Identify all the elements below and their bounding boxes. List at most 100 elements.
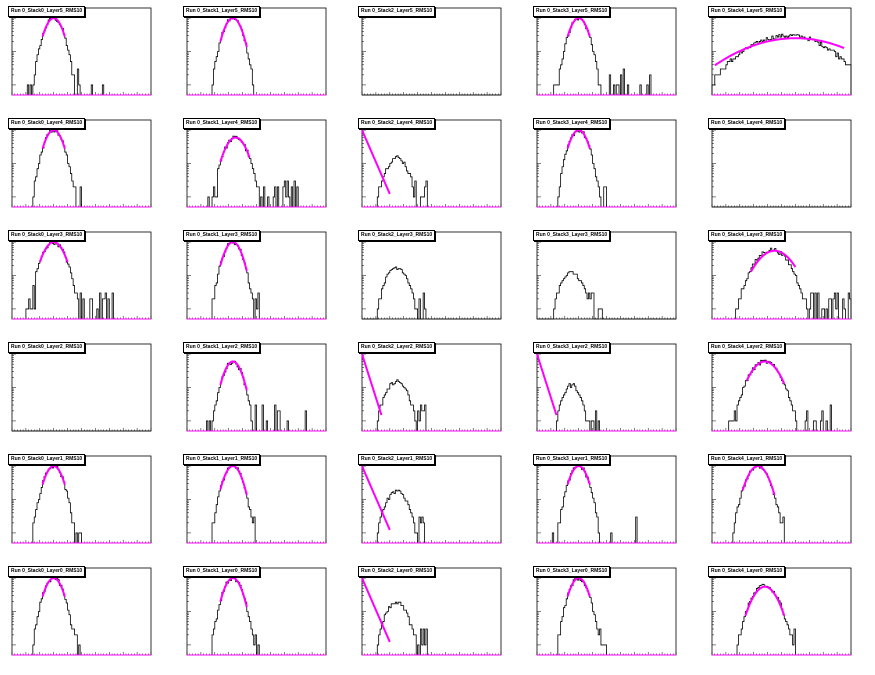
histogram-pad-s4l3: Run 0_Stack4_Layer3_RMS10 — [700, 224, 875, 336]
fit-curve — [536, 353, 558, 416]
histogram-title: Run 0_Stack0_Layer1_RMS10 — [8, 454, 86, 465]
histogram-pad-s4l4: Run 0_Stack4_Layer4_RMS10 — [700, 112, 875, 224]
fit-curve — [714, 37, 845, 67]
histogram-title: Run 0_Stack2_Layer2_RMS10 — [358, 342, 436, 353]
histogram-svg-s2l3 — [361, 231, 502, 320]
fit-curve — [219, 17, 248, 48]
histogram-pad-s1l2: Run 0_Stack1_Layer2_RMS10 — [175, 336, 350, 448]
histogram-title: Run 0_Stack4_Layer4_RMS10 — [708, 118, 786, 129]
histogram-svg-s4l4 — [711, 119, 852, 208]
histogram-svg-s0l1 — [11, 455, 152, 544]
histogram-svg-s3l0 — [536, 567, 677, 656]
fit-curve — [566, 17, 591, 37]
histogram-svg-s0l4 — [11, 119, 152, 208]
histogram-svg-s1l1 — [186, 455, 327, 544]
histogram-svg-s1l3 — [186, 231, 327, 320]
histogram-pad-s1l0: Run 0_Stack1_Layer0_RMS10 — [175, 560, 350, 672]
plot-frame — [361, 343, 502, 432]
histogram-title: Run 0_Stack3_Layer3_RMS10 — [533, 230, 611, 241]
histogram-bars — [711, 33, 852, 95]
histogram-pad-s2l0: Run 0_Stack2_Layer0_RMS10 — [350, 560, 525, 672]
histogram-bars — [537, 271, 676, 320]
fit-curve — [745, 360, 786, 385]
histogram-svg-s0l0 — [11, 567, 152, 656]
histogram-title: Run 0_Stack2_Layer1_RMS10 — [358, 454, 436, 465]
histogram-svg-s2l2 — [361, 343, 502, 432]
histogram-svg-s0l3 — [11, 231, 152, 320]
fit-curve — [361, 577, 391, 643]
histogram-pad-s2l4: Run 0_Stack2_Layer4_RMS10 — [350, 112, 525, 224]
histogram-svg-s4l1 — [711, 455, 852, 544]
histogram-pad-s3l4: Run 0_Stack3_Layer4_RMS10 — [525, 112, 700, 224]
plot-frame — [361, 567, 502, 656]
histogram-pad-s2l5: Run 0_Stack2_Layer5_RMS10 — [350, 0, 525, 112]
fit-curve — [750, 249, 797, 273]
fit-curve — [361, 353, 383, 416]
histogram-pad-s0l4: Run 0_Stack0_Layer4_RMS10 — [0, 112, 175, 224]
histogram-pad-s4l1: Run 0_Stack4_Layer1_RMS10 — [700, 448, 875, 560]
histogram-pad-s3l3: Run 0_Stack3_Layer3_RMS10 — [525, 224, 700, 336]
fit-curve — [38, 241, 69, 263]
histogram-svg-s2l4 — [361, 119, 502, 208]
histogram-svg-s1l5 — [186, 7, 327, 96]
histogram-pad-s0l0: Run 0_Stack0_Layer0_RMS10 — [0, 560, 175, 672]
plot-frame — [361, 231, 502, 320]
histogram-svg-s2l5 — [361, 7, 502, 96]
histogram-pad-s0l2: Run 0_Stack0_Layer2_RMS10 — [0, 336, 175, 448]
histogram-pad-s2l3: Run 0_Stack2_Layer3_RMS10 — [350, 224, 525, 336]
fit-curve — [41, 129, 66, 149]
histogram-bars — [537, 16, 676, 96]
histogram-svg-s4l3 — [711, 231, 852, 320]
histogram-svg-s3l1 — [536, 455, 677, 544]
histogram-title: Run 0_Stack0_Layer4_RMS10 — [8, 118, 86, 129]
histogram-title: Run 0_Stack1_Layer0_RMS10 — [183, 566, 261, 577]
fit-curve — [219, 136, 251, 163]
plot-frame — [186, 119, 327, 208]
histogram-title: Run 0_Stack2_Layer3_RMS10 — [358, 230, 436, 241]
histogram-title: Run 0_Stack0_Layer2_RMS10 — [8, 342, 86, 353]
plot-frame — [361, 7, 502, 96]
histogram-title: Run 0_Stack4_Layer5_RMS10 — [708, 6, 786, 17]
histogram-title: Run 0_Stack1_Layer5_RMS10 — [183, 6, 261, 17]
fit-curve — [219, 577, 248, 608]
fit-curve — [744, 585, 786, 617]
plot-frame — [11, 343, 152, 432]
histogram-svg-s2l1 — [361, 455, 502, 544]
plot-frame — [536, 231, 677, 320]
histogram-pad-s1l1: Run 0_Stack1_Layer1_RMS10 — [175, 448, 350, 560]
axis-ticks — [186, 119, 327, 207]
fit-curve — [566, 129, 591, 149]
fit-curve — [41, 577, 66, 597]
histogram-pad-s1l3: Run 0_Stack1_Layer3_RMS10 — [175, 224, 350, 336]
plot-frame — [11, 567, 152, 656]
histogram-pad-s2l2: Run 0_Stack2_Layer2_RMS10 — [350, 336, 525, 448]
histogram-pad-s0l3: Run 0_Stack0_Layer3_RMS10 — [0, 224, 175, 336]
histogram-pad-s2l1: Run 0_Stack2_Layer1_RMS10 — [350, 448, 525, 560]
histogram-pad-s1l4: Run 0_Stack1_Layer4_RMS10 — [175, 112, 350, 224]
histogram-title: Run 0_Stack3_Layer4_RMS10 — [533, 118, 611, 129]
histogram-pad-s3l2: Run 0_Stack3_Layer2_RMS10 — [525, 336, 700, 448]
plot-frame — [361, 455, 502, 544]
histogram-pad-s0l5: Run 0_Stack0_Layer5_RMS10 — [0, 0, 175, 112]
fit-curve — [41, 17, 66, 37]
histogram-title: Run 0_Stack4_Layer2_RMS10 — [708, 342, 786, 353]
histogram-title: Run 0_Stack1_Layer4_RMS10 — [183, 118, 261, 129]
histogram-title: Run 0_Stack2_Layer5_RMS10 — [358, 6, 436, 17]
histogram-pad-s4l2: Run 0_Stack4_Layer2_RMS10 — [700, 336, 875, 448]
histogram-pad-s1l5: Run 0_Stack1_Layer5_RMS10 — [175, 0, 350, 112]
plot-frame — [11, 455, 152, 544]
histogram-svg-s3l2 — [536, 343, 677, 432]
histogram-title: Run 0_Stack2_Layer0_RMS10 — [358, 566, 436, 577]
histogram-pad-s3l1: Run 0_Stack3_Layer1_RMS10 — [525, 448, 700, 560]
fit-curve — [41, 465, 66, 485]
fit-curve — [566, 465, 591, 485]
histogram-title: Run 0_Stack1_Layer2_RMS10 — [183, 342, 261, 353]
plot-frame — [711, 455, 852, 544]
histogram-title: Run 0_Stack1_Layer1_RMS10 — [183, 454, 261, 465]
histogram-pad-s0l1: Run 0_Stack0_Layer1_RMS10 — [0, 448, 175, 560]
histogram-title: Run 0_Stack2_Layer4_RMS10 — [358, 118, 436, 129]
fit-curve — [219, 465, 248, 496]
plot-frame — [711, 343, 852, 432]
histogram-svg-s3l5 — [536, 7, 677, 96]
histogram-pad-s3l5: Run 0_Stack3_Layer5_RMS10 — [525, 0, 700, 112]
